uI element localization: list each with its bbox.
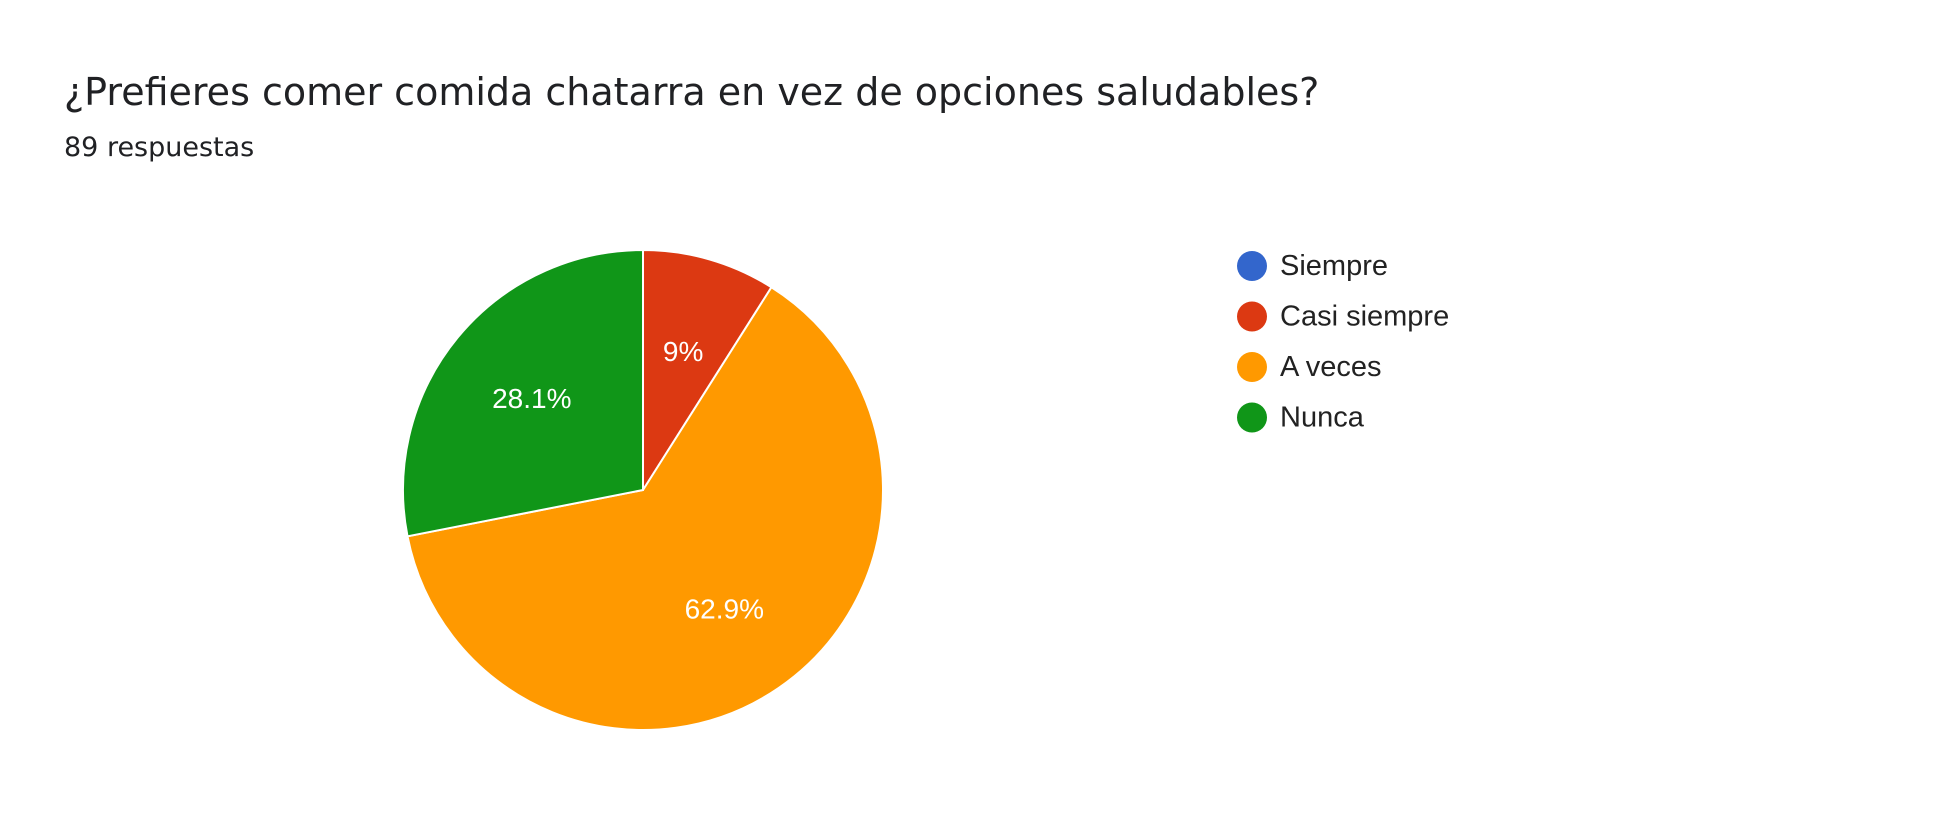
legend-item-casi-siempre: Casi siempre — [1237, 301, 1449, 333]
pie-slice-a-veces — [406, 285, 884, 731]
legend-swatch-siempre — [1237, 251, 1267, 281]
legend-item-a-veces: A veces — [1237, 351, 1382, 383]
pie-slice-casi-siempre — [642, 248, 773, 494]
chart-title: ¿Prefieres comer comida chatarra en vez … — [64, 70, 1320, 114]
legend-swatch-a-veces — [1237, 352, 1267, 382]
chart-header: ¿Prefieres comer comida chatarra en vez … — [64, 64, 1319, 166]
chart-legend: Siempre Casi siempre A veces Nunca — [1237, 250, 1449, 434]
legend-label-a-veces: A veces — [1280, 351, 1382, 383]
slice-label-a-veces: 62.9% — [685, 593, 764, 624]
legend-item-siempre: Siempre — [1237, 250, 1388, 282]
legend-label-nunca: Nunca — [1280, 402, 1365, 434]
legend-label-casi-siempre: Casi siempre — [1280, 301, 1449, 333]
slice-label-casi-siempre: 9% — [663, 336, 703, 367]
legend-label-siempre: Siempre — [1280, 250, 1388, 282]
legend-swatch-nunca — [1237, 402, 1267, 433]
slice-label-nunca: 28.1% — [492, 383, 571, 414]
pie-slice-labels: 9% 62.9% 28.1% — [492, 336, 764, 624]
legend-item-nunca: Nunca — [1237, 402, 1365, 434]
pie-slice-nunca — [402, 248, 644, 538]
legend-swatch-casi-siempre — [1237, 301, 1267, 332]
pie-slices — [402, 248, 884, 731]
response-count: 89 respuestas — [64, 132, 255, 163]
